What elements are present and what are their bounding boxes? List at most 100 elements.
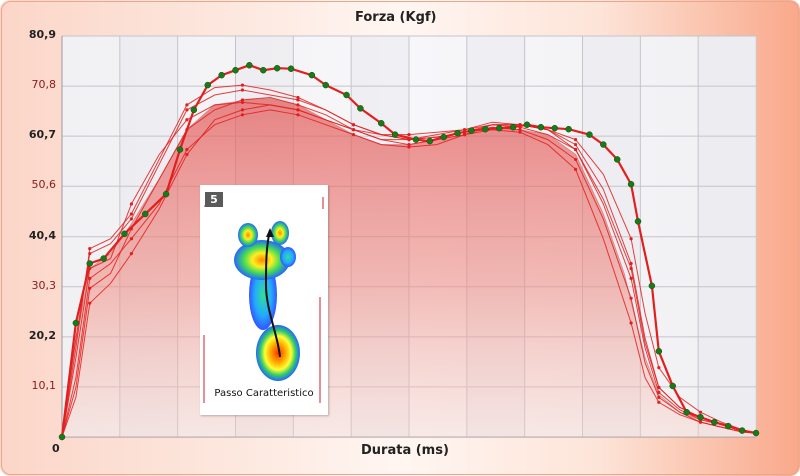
step-point [129,227,133,231]
characteristic-point [86,260,94,267]
step-point [518,130,522,134]
step-point [657,390,661,394]
step-point [462,133,467,137]
characteristic-point [627,180,635,188]
characteristic-point [523,121,531,128]
step-point [462,130,467,134]
toe-region-2 [271,221,289,245]
y-tick-label: 40,4 [28,228,56,242]
step-point [88,286,92,290]
step-point [185,152,189,157]
characteristic-point [142,210,149,218]
characteristic-point [454,129,461,137]
inset-badge: 5 [205,192,223,207]
characteristic-point [697,413,704,421]
step-point [657,400,661,404]
step-curve [61,96,757,438]
step-point [240,100,245,105]
y-tick-label: 80,9 [28,28,56,41]
characteristic-point [121,230,128,238]
step-point [296,98,300,102]
step-point [296,108,300,112]
step-point [129,217,133,221]
footprint-pressure-map [203,197,324,403]
characteristic-point [246,61,253,69]
step-point [351,133,356,137]
step-curve [61,84,757,438]
step-point [518,125,522,129]
toe-region-1 [238,223,258,247]
characteristic-point [100,255,107,262]
characteristic-point [426,137,434,145]
characteristic-point [613,156,621,163]
y-tick-label: 30,3 [31,278,57,292]
characteristic-point [752,429,760,437]
characteristic-point [683,408,690,416]
characteristic-point [724,422,732,430]
characteristic-point [565,125,572,133]
characteristic-point [391,131,399,138]
step-point [573,137,578,142]
characteristic-point [176,146,184,153]
characteristic-point [260,66,267,74]
step-point [629,321,633,325]
step-point [407,137,411,142]
step-point [351,128,356,132]
footprint-inset: 5 Passo Caratteristico [200,185,328,415]
step-point [185,118,189,122]
step-point [407,145,411,149]
characteristic-point [669,382,676,390]
characteristic-point [190,106,198,114]
characteristic-point [322,81,329,89]
characteristic-point [412,136,420,143]
step-curve [61,101,757,438]
step-point [129,252,133,256]
characteristic-point [482,125,489,133]
step-point [629,276,633,280]
step-point [462,128,467,132]
characteristic-point [58,433,66,441]
characteristic-point [634,218,642,225]
characteristic-point [343,91,350,99]
path-arrow-icon [266,228,274,237]
step-point [129,202,133,206]
characteristic-point [551,124,558,132]
toe-region-3 [280,247,296,267]
step-point [407,133,411,137]
step-point [88,247,92,251]
pressure-path [264,229,281,358]
characteristic-point [468,127,475,134]
characteristic-point [287,65,295,72]
characteristic-point [600,141,607,148]
characteristic-point [232,66,239,74]
step-point [185,103,189,107]
step-point [629,237,633,241]
y-tick-label: 70,8 [31,78,57,92]
characteristic-point [586,131,593,138]
step-point [185,108,189,112]
heel-hotspot [256,325,300,381]
step-point [240,83,245,87]
characteristic-point [440,133,447,141]
step-point [240,108,245,112]
step-point [240,98,245,102]
step-point [185,147,189,152]
step-point [407,142,411,147]
step-point [88,252,92,256]
y-tick-label: 60,7 [28,128,56,142]
characteristic-point [357,105,364,112]
step-point [88,301,92,305]
step-point [573,147,578,152]
step-point [629,266,633,271]
characteristic-point [72,319,80,327]
step-point [573,167,578,171]
step-point [629,296,633,300]
step-point [296,103,300,107]
characteristic-point [648,282,656,290]
step-point [88,276,92,280]
step-point [240,113,245,117]
step-point [698,420,703,424]
characteristic-curve [60,64,757,438]
y-tick-label: 50,6 [31,178,57,192]
